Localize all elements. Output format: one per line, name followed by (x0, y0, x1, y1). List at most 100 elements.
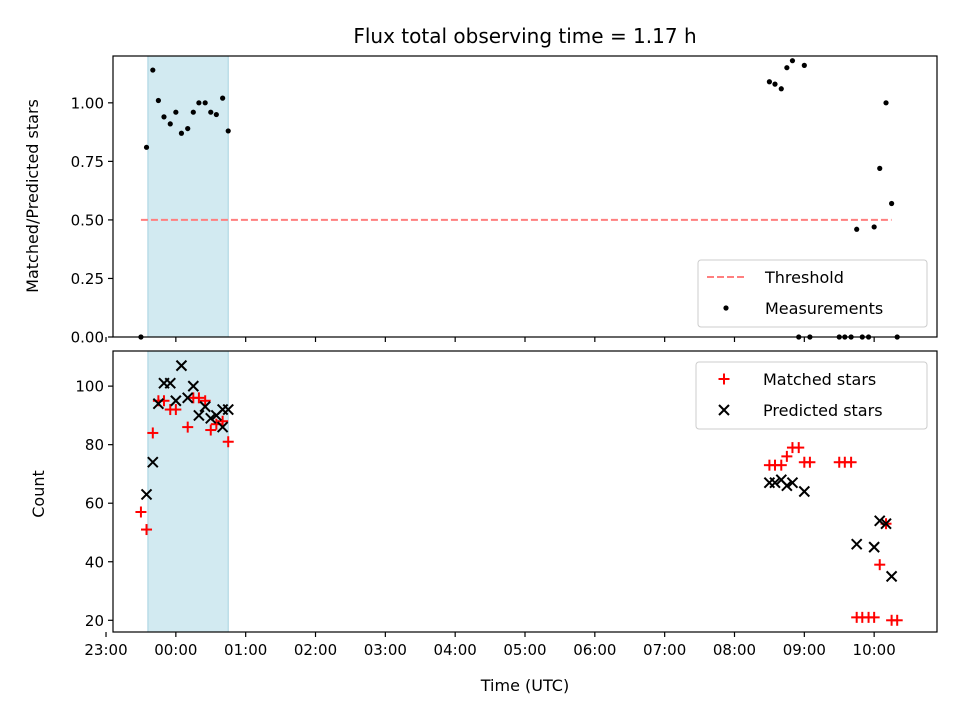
measurement-point (213, 111, 219, 118)
matched-stars-point (170, 404, 182, 416)
x-marker-b (868, 541, 880, 553)
x-tick-label: 10:00 (853, 641, 896, 659)
legend-label: Measurements (765, 299, 883, 318)
measurement-point (178, 130, 185, 136)
matched-stars-point (193, 392, 205, 404)
measurement-point (196, 100, 202, 106)
measurement-point (185, 125, 191, 132)
legend-label: Threshold (764, 268, 844, 287)
matched-stars-point (135, 506, 147, 518)
observing-window-span (147, 55, 229, 338)
predicted-stars-point (199, 400, 211, 413)
x-tick-label: 01:00 (224, 641, 267, 659)
x-marker-b (152, 397, 165, 410)
measurement-point (889, 200, 895, 207)
predicted-stars-point (885, 570, 898, 583)
y-tick-label: 0.25 (71, 270, 104, 288)
x-tick-label: 08:00 (713, 641, 756, 659)
x-marker-b (175, 359, 188, 372)
x-marker-b (164, 377, 176, 389)
x-marker-b (222, 403, 234, 416)
measurement-point (766, 79, 773, 85)
matched-stars-point (199, 395, 211, 407)
predicted-stars-point (786, 477, 799, 489)
measurement-point (801, 62, 807, 68)
predicted-stars-point (205, 412, 217, 425)
y-tick-label: 0.00 (71, 329, 104, 347)
predicted-stars-point (781, 479, 793, 492)
measurement-point (155, 97, 161, 104)
x-marker-b (850, 538, 863, 550)
x-marker-b (216, 421, 229, 433)
x-marker-b (885, 570, 898, 583)
measurement-point (208, 109, 214, 115)
matched-stars-point (182, 421, 194, 433)
x-marker-b (147, 456, 159, 468)
legend-box (695, 361, 928, 430)
measurement-point (883, 100, 889, 106)
matched-stars-point (874, 559, 886, 571)
predicted-stars-point (193, 409, 205, 422)
matched-stars-point (141, 524, 153, 536)
x-marker-b (798, 485, 811, 498)
legend: Threshold Measurements (697, 259, 928, 328)
legend-label: Predicted stars (763, 401, 883, 420)
measurement-point (167, 121, 173, 127)
y-tick-label: 20 (85, 612, 104, 630)
legend-box (697, 259, 928, 328)
measurement-point (784, 65, 790, 71)
y-tick-label: 80 (85, 436, 104, 454)
x-marker-b (170, 395, 182, 407)
measurement-point (161, 114, 167, 120)
x-marker-b (182, 392, 194, 404)
x-marker-b (781, 479, 793, 492)
legend-measurement-swatch (723, 305, 729, 311)
bottom-panel: 23:00 00:00 01:00 02:00 03:00 04:00 05:00 06:00… (75, 350, 938, 659)
x-marker-b (769, 477, 781, 489)
x-marker-b (786, 477, 799, 489)
x-marker-b (199, 400, 211, 413)
predicted-stars-point (187, 380, 200, 392)
matched-stars-point (775, 459, 787, 471)
y-tick-label: 40 (85, 553, 104, 571)
matched-stars-point (793, 442, 805, 454)
matched-stars-point (781, 450, 793, 462)
measurement-point (202, 100, 208, 106)
y-tick-label: 0.75 (71, 153, 104, 171)
x-marker-b (874, 515, 886, 527)
x-tick-label: 00:00 (154, 641, 197, 659)
measurement-point (220, 95, 226, 101)
predicted-stars-point (175, 359, 188, 372)
legend-label: Matched stars (763, 370, 876, 389)
matched-stars-point (868, 611, 880, 623)
legend-x-swatch-b (718, 404, 730, 416)
predicted-stars-point (222, 403, 234, 416)
predicted-stars-point (152, 397, 165, 410)
chart-title: Flux total observing time = 1.17 h (353, 24, 696, 48)
measurement-point (854, 226, 860, 232)
matched-stars-point (217, 415, 229, 427)
x-marker-b (880, 517, 892, 530)
top-y-axis-title: Matched/Predicted stars (23, 99, 42, 293)
x-tick-label: 02:00 (294, 641, 337, 659)
x-tick-label: 06:00 (573, 641, 616, 659)
predicted-stars-point (880, 517, 892, 530)
x-marker-b (193, 409, 205, 422)
measurement-point (190, 109, 196, 115)
x-tick-label: 09:00 (783, 641, 826, 659)
matched-stars-point (205, 424, 217, 436)
x-marker-b (775, 474, 787, 486)
matched-stars-point (222, 436, 234, 448)
matched-stars-point (891, 614, 903, 626)
x-marker-b (140, 488, 153, 501)
predicted-stars-point (868, 541, 880, 553)
x-marker-b (205, 412, 217, 425)
predicted-stars-point (140, 488, 153, 501)
predicted-stars-point (874, 515, 886, 527)
x-axis-title: Time (UTC) (480, 676, 569, 695)
matched-stars-point (804, 456, 816, 468)
measurement-point (789, 58, 796, 64)
measurement-point (778, 86, 784, 92)
